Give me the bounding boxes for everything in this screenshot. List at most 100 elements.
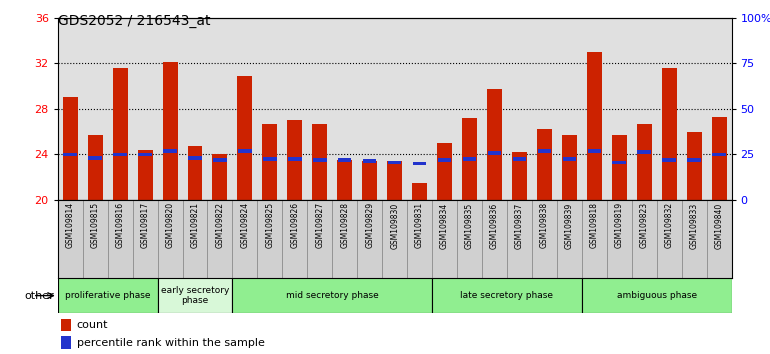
Text: GSM109817: GSM109817: [141, 202, 149, 249]
Bar: [357, 200, 382, 278]
Bar: [637, 124, 651, 200]
Bar: [162, 62, 178, 200]
Bar: [158, 200, 182, 278]
Text: ambiguous phase: ambiguous phase: [617, 291, 697, 300]
Text: GSM109815: GSM109815: [91, 202, 99, 249]
Bar: [457, 200, 482, 278]
Bar: [213, 158, 226, 162]
Bar: [382, 200, 407, 278]
Bar: [607, 200, 631, 278]
Bar: [363, 159, 377, 163]
Bar: [537, 129, 552, 200]
Bar: [158, 278, 233, 313]
Text: count: count: [77, 320, 108, 330]
Bar: [638, 150, 651, 154]
Text: GSM109821: GSM109821: [190, 202, 199, 249]
Text: GSM109831: GSM109831: [415, 202, 424, 249]
Bar: [233, 200, 257, 278]
Bar: [532, 200, 557, 278]
Bar: [512, 152, 527, 200]
Bar: [362, 161, 377, 200]
Bar: [487, 90, 502, 200]
Bar: [58, 278, 158, 313]
Text: percentile rank within the sample: percentile rank within the sample: [77, 338, 264, 348]
Text: GSM109833: GSM109833: [690, 202, 698, 249]
Text: GSM109840: GSM109840: [715, 202, 724, 249]
Bar: [562, 135, 577, 200]
Bar: [238, 149, 252, 153]
Bar: [513, 157, 526, 161]
Bar: [388, 161, 401, 164]
Bar: [563, 157, 576, 161]
Bar: [307, 200, 332, 278]
Bar: [463, 157, 476, 161]
Bar: [407, 200, 432, 278]
Bar: [711, 117, 727, 200]
Text: GSM109824: GSM109824: [240, 202, 249, 249]
Bar: [63, 153, 77, 156]
Bar: [182, 200, 207, 278]
Text: GDS2052 / 216543_at: GDS2052 / 216543_at: [58, 14, 210, 28]
Bar: [58, 200, 82, 278]
Text: mid secretory phase: mid secretory phase: [286, 291, 379, 300]
Bar: [313, 124, 327, 200]
Bar: [188, 147, 203, 200]
Bar: [611, 135, 627, 200]
Bar: [662, 158, 676, 162]
Bar: [432, 278, 582, 313]
Bar: [89, 156, 102, 160]
Text: late secretory phase: late secretory phase: [460, 291, 554, 300]
Bar: [432, 200, 457, 278]
Bar: [263, 157, 276, 161]
Bar: [661, 68, 677, 200]
Text: proliferative phase: proliferative phase: [65, 291, 150, 300]
Text: GSM109827: GSM109827: [315, 202, 324, 249]
Text: GSM109830: GSM109830: [390, 202, 399, 249]
Text: GSM109814: GSM109814: [65, 202, 75, 249]
Bar: [707, 200, 732, 278]
Bar: [132, 200, 158, 278]
Bar: [61, 319, 71, 331]
Text: GSM109828: GSM109828: [340, 202, 350, 249]
Bar: [612, 161, 626, 164]
Text: GSM109818: GSM109818: [590, 202, 599, 249]
Bar: [233, 278, 432, 313]
Text: early secretory
phase: early secretory phase: [161, 286, 229, 305]
Bar: [657, 200, 681, 278]
Bar: [387, 161, 402, 200]
Bar: [588, 149, 601, 153]
Bar: [338, 158, 351, 162]
Bar: [487, 152, 501, 155]
Bar: [263, 124, 277, 200]
Bar: [61, 336, 71, 349]
Text: GSM109825: GSM109825: [266, 202, 274, 249]
Bar: [88, 135, 102, 200]
Text: GSM109819: GSM109819: [614, 202, 624, 249]
Bar: [138, 150, 152, 200]
Bar: [188, 156, 202, 160]
Bar: [412, 183, 427, 200]
Bar: [688, 158, 701, 162]
Bar: [557, 200, 582, 278]
Text: GSM109834: GSM109834: [440, 202, 449, 249]
Bar: [112, 68, 128, 200]
Text: GSM109835: GSM109835: [465, 202, 474, 249]
Bar: [712, 153, 726, 156]
Bar: [587, 52, 601, 200]
Bar: [413, 162, 427, 165]
Text: GSM109837: GSM109837: [515, 202, 524, 249]
Bar: [113, 153, 127, 156]
Text: GSM109822: GSM109822: [216, 202, 224, 249]
Text: GSM109839: GSM109839: [565, 202, 574, 249]
Bar: [687, 132, 701, 200]
Bar: [213, 154, 227, 200]
Text: GSM109823: GSM109823: [640, 202, 648, 249]
Text: GSM109829: GSM109829: [365, 202, 374, 249]
Bar: [332, 200, 357, 278]
Bar: [62, 97, 78, 200]
Text: GSM109826: GSM109826: [290, 202, 300, 249]
Text: GSM109838: GSM109838: [540, 202, 549, 249]
Bar: [537, 149, 551, 153]
Bar: [139, 153, 152, 156]
Bar: [82, 200, 108, 278]
